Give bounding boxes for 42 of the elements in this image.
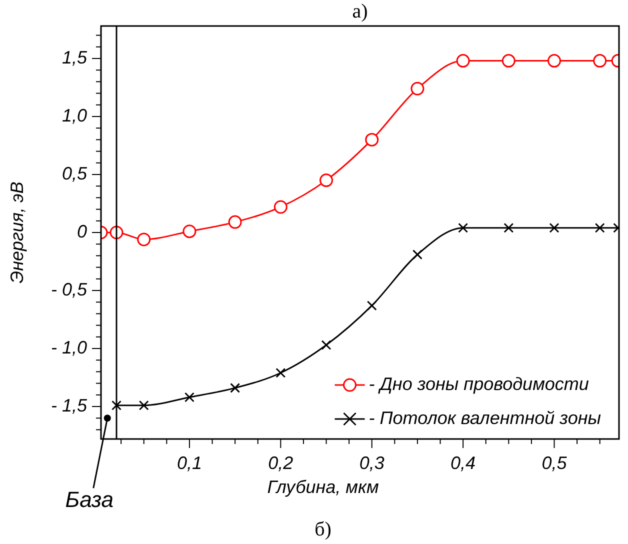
point	[320, 174, 334, 188]
point	[504, 222, 514, 233]
x-tick-label: 0,5	[542, 452, 568, 473]
point	[456, 54, 470, 68]
point	[593, 54, 607, 68]
point	[549, 222, 560, 233]
text: б)	[314, 518, 332, 540]
y-axis-title: Энергия, эВ	[7, 182, 27, 284]
x-tick-label: 0,3	[359, 452, 384, 473]
y-tick-label: 1,0	[62, 105, 87, 126]
chart-title: а)	[352, 0, 368, 22]
point	[182, 224, 196, 238]
point	[138, 400, 149, 410]
point	[365, 132, 379, 146]
point	[228, 215, 242, 229]
x-tick-label: 0,4	[450, 452, 476, 473]
legend-label: - Дно зоны проводимости	[368, 374, 589, 394]
x-tick-label: 0,1	[176, 452, 202, 473]
point	[502, 54, 516, 68]
x-tick-label: 0,2	[268, 452, 294, 473]
point	[184, 392, 194, 402]
legend-label: - Потолок валентной зоны	[368, 408, 602, 428]
y-tick-label: 1,5	[62, 47, 88, 68]
y-tick-label: 0	[76, 222, 87, 242]
y-tick-label: - 1,5	[50, 396, 88, 416]
point	[410, 82, 424, 96]
point	[321, 340, 332, 350]
point	[137, 232, 151, 246]
y-tick-label: 0,5	[62, 163, 88, 184]
point	[276, 368, 286, 378]
y-tick-label: - 1,0	[50, 338, 87, 358]
point	[594, 222, 605, 233]
point	[412, 250, 422, 260]
point	[548, 54, 561, 68]
y-tick-label: - 0,5	[50, 280, 88, 300]
point	[274, 200, 288, 214]
point	[230, 382, 240, 393]
point	[112, 400, 122, 410]
annotation: База	[65, 487, 114, 512]
x-axis-title: Глубина, мкм	[267, 477, 379, 497]
point	[458, 222, 468, 233]
point	[366, 300, 377, 311]
